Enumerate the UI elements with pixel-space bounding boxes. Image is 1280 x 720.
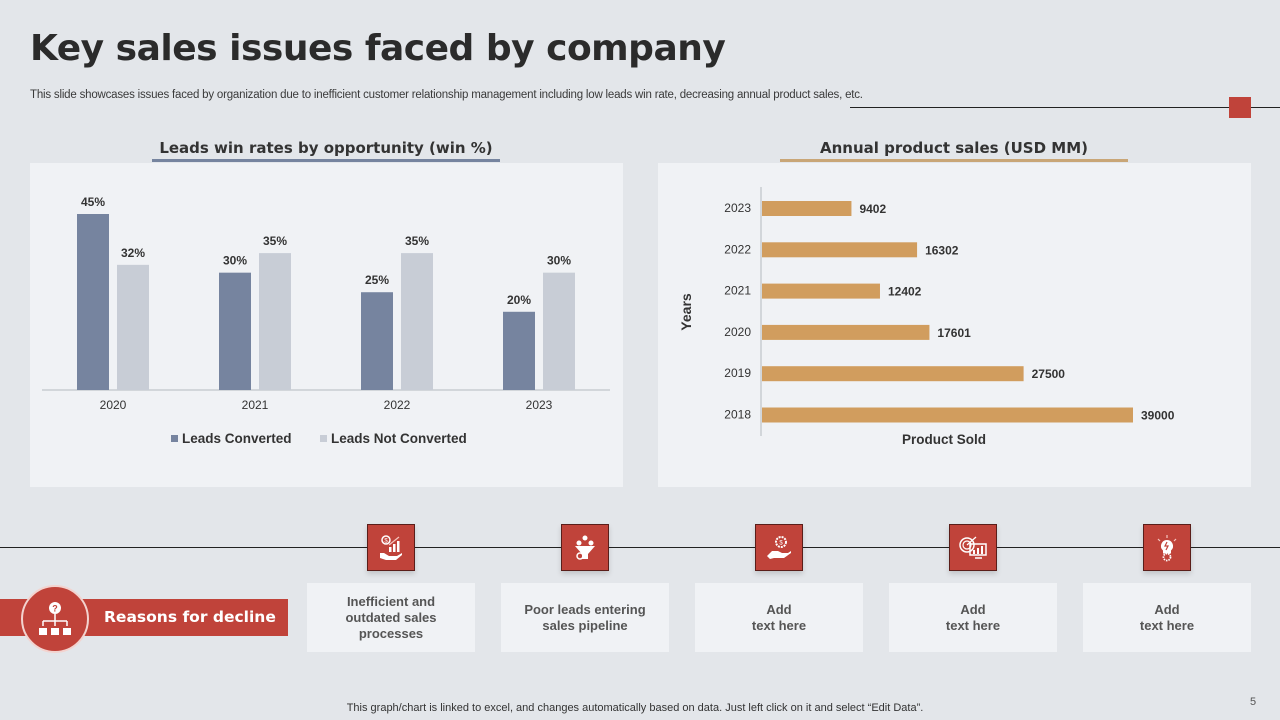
- slide-subtitle: This slide showcases issues faced by org…: [30, 89, 863, 101]
- header-divider: [850, 107, 1280, 108]
- x-tick-label: 2022: [384, 398, 411, 412]
- svg-text:$: $: [779, 540, 783, 546]
- y-tick-label: 2022: [724, 242, 751, 256]
- reason-text-4[interactable]: Add text here: [889, 583, 1057, 652]
- data-label: 9402: [859, 202, 886, 216]
- x-axis-title: Product Sold: [902, 432, 986, 447]
- y-tick-label: 2023: [724, 201, 751, 215]
- reason-icon-box-2: [561, 524, 609, 571]
- bar-leads-not-converted-2020: [117, 264, 149, 390]
- data-label: 17601: [937, 326, 971, 340]
- win-rate-title-underline: [152, 159, 500, 162]
- timeline-line: [0, 547, 1280, 548]
- target-dollar-monitor-icon: [959, 536, 987, 559]
- footer-note: This graph/chart is linked to excel, and…: [346, 702, 924, 714]
- bar-sales-2023: [762, 201, 852, 216]
- data-label: 20%: [507, 293, 531, 307]
- data-label: 27500: [1032, 367, 1066, 381]
- data-label: 12402: [888, 285, 922, 299]
- data-label: 45%: [81, 195, 105, 209]
- bar-leads-not-converted-2021: [259, 253, 291, 390]
- reason-icon-box-5: [1143, 524, 1191, 571]
- bar-leads-not-converted-2022: [401, 253, 433, 390]
- leads-funnel-icon: [575, 535, 595, 560]
- product-sales-chart[interactable]: 9402 2023 16302 2022 12402 2021 17601 2020 27500…: [658, 163, 1251, 487]
- reason-icon-box-3: $: [755, 524, 803, 571]
- reason-icon-box-1: $: [367, 524, 415, 571]
- win-rate-chart-title: Leads win rates by opportunity (win %): [159, 139, 493, 157]
- bar-leads-converted-2020: [77, 214, 109, 390]
- question-hierarchy-icon: ?: [39, 602, 71, 635]
- svg-text:?: ?: [52, 604, 58, 614]
- data-label: 30%: [223, 254, 247, 268]
- reason-text-3[interactable]: Add text here: [695, 583, 863, 652]
- data-label: 30%: [547, 254, 571, 268]
- bar-leads-converted-2021: [219, 272, 251, 390]
- page-number: 5: [1250, 696, 1257, 708]
- legend-swatch: [171, 435, 178, 442]
- bar-sales-2019: [762, 366, 1024, 382]
- header-accent-square: [1229, 97, 1251, 118]
- y-tick-label: 2021: [724, 284, 751, 298]
- product-sales-title-underline: [780, 159, 1128, 162]
- data-label: 35%: [405, 234, 429, 248]
- y-tick-label: 2018: [724, 408, 751, 422]
- product-sales-chart-title: Annual product sales (USD MM): [819, 139, 1088, 157]
- reasons-icon-circle: ?: [21, 585, 89, 653]
- hand-gear-dollar-icon: $: [767, 535, 791, 559]
- reasons-label: Reasons for decline: [104, 608, 276, 626]
- money-growth-hand-icon: $: [380, 534, 402, 560]
- bar-sales-2022: [762, 242, 918, 258]
- win-rate-chart-panel[interactable]: 45% 32% 2020 30% 35% 2021 25% 35% 2022 20% 30% 2023…: [30, 163, 623, 487]
- bar-sales-2021: [762, 283, 880, 299]
- win-rate-chart[interactable]: 45% 32% 2020 30% 35% 2021 25% 35% 2022 20% 30% 2023…: [30, 163, 623, 487]
- bar-leads-not-converted-2023: [543, 272, 575, 390]
- data-label: 16302: [925, 243, 959, 257]
- legend-swatch: [320, 435, 327, 442]
- svg-text:$: $: [384, 538, 388, 544]
- product-sales-chart-panel[interactable]: 9402 2023 16302 2022 12402 2021 17601 2020 27500…: [658, 163, 1251, 487]
- legend-label: Leads Converted: [182, 431, 292, 446]
- legend-label: Leads Not Converted: [331, 431, 467, 446]
- data-label: 25%: [365, 273, 389, 287]
- y-tick-label: 2019: [724, 366, 751, 380]
- y-tick-label: 2020: [724, 325, 751, 339]
- slide-title: Key sales issues faced by company: [30, 28, 726, 69]
- data-label: 32%: [121, 246, 145, 260]
- x-tick-label: 2020: [100, 398, 127, 412]
- bar-leads-converted-2023: [503, 311, 535, 390]
- x-tick-label: 2023: [526, 398, 553, 412]
- reason-text-1[interactable]: Inefficient and outdated sales processes: [307, 583, 475, 652]
- reason-text-2[interactable]: Poor leads entering sales pipeline: [501, 583, 669, 652]
- data-label: 35%: [263, 234, 287, 248]
- reason-text-5[interactable]: Add text here: [1083, 583, 1251, 652]
- data-label: 39000: [1141, 409, 1175, 423]
- bar-leads-converted-2022: [361, 292, 393, 390]
- reason-icon-box-4: [949, 524, 997, 571]
- y-axis-title: Years: [678, 293, 694, 331]
- x-tick-label: 2021: [242, 398, 269, 412]
- idea-bulb-gear-icon: [1157, 534, 1177, 561]
- bar-sales-2018: [762, 407, 1133, 423]
- bar-sales-2020: [762, 324, 930, 340]
